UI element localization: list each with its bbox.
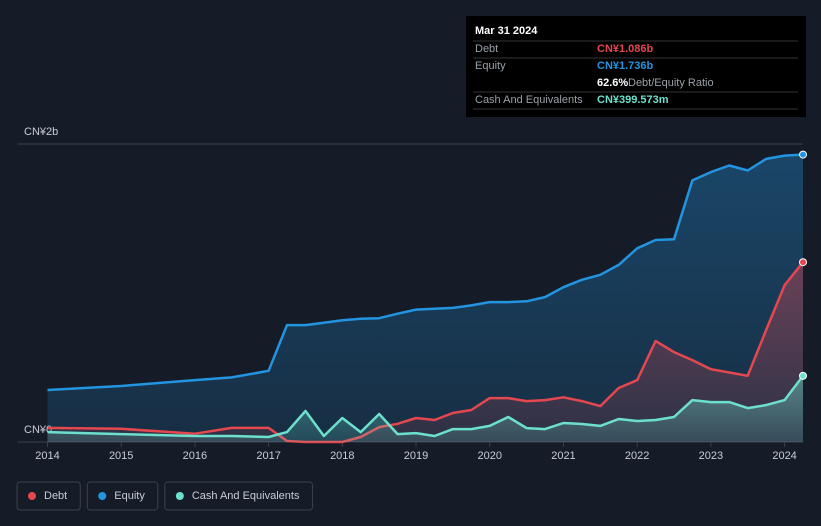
tooltip-value: CN¥1.736b (597, 60, 654, 72)
area-fill (47, 154, 803, 442)
x-tick-label: 2024 (772, 450, 796, 462)
legend-box[interactable] (164, 481, 313, 511)
legend-label: Debt (44, 490, 67, 502)
legend: Debt Equity Cash And Equivalents (16, 481, 313, 511)
series-line (47, 153, 804, 392)
legend-item[interactable]: Cash And Equivalents (164, 481, 313, 511)
end-point (799, 258, 807, 267)
y-tick-label: CN¥2b (24, 126, 58, 138)
end-point (799, 150, 807, 159)
x-tick-label: 2023 (699, 450, 723, 462)
legend-dot (98, 492, 107, 500)
tooltip-label: Equity (475, 60, 506, 72)
x-tick-label: 2019 (404, 450, 428, 462)
x-tick-label: 2022 (625, 450, 649, 462)
x-tick-label: 2014 (35, 450, 59, 462)
legend-dot (28, 492, 36, 500)
y-tick-label: CN¥0 (24, 424, 52, 436)
x-tick-label: 2021 (551, 450, 575, 462)
tooltip-label: Debt/Equity Ratio (628, 77, 714, 89)
legend-label: Cash And Equivalents (192, 490, 300, 502)
x-tick-label: 2018 (330, 450, 354, 462)
plot-area: CN¥0 CN¥2b 2014 2015 2016 2017 2018 2019 2020 202… (18, 126, 807, 462)
legend-box[interactable] (16, 481, 81, 511)
tooltip-value: CN¥1.086b (597, 43, 654, 55)
tooltip: Mar 31 2024 Debt CN¥1.086b Equity CN¥1.7… (466, 16, 806, 117)
legend-box[interactable] (86, 481, 159, 511)
tooltip-date: Mar 31 2024 (475, 25, 538, 37)
x-tick-label: 2015 (109, 450, 133, 462)
tooltip-value: CN¥399.573m (597, 94, 669, 106)
x-tick-label: 2020 (477, 450, 501, 462)
area-fill (47, 375, 803, 442)
legend-item[interactable]: Debt (16, 481, 81, 511)
end-point (799, 371, 807, 380)
legend-label: Equity (114, 490, 145, 502)
legend-item[interactable]: Equity (86, 481, 159, 511)
x-tick-label: 2017 (256, 450, 280, 462)
series-line (47, 375, 804, 439)
area-fill (47, 262, 803, 442)
tooltip-label: Debt (475, 43, 498, 55)
tooltip-ratio: 62.6% (597, 77, 628, 89)
legend-dot (175, 492, 184, 500)
x-tick-label: 2016 (183, 450, 207, 462)
tooltip-box (466, 16, 806, 117)
tooltip-label: Cash And Equivalents (475, 94, 583, 106)
